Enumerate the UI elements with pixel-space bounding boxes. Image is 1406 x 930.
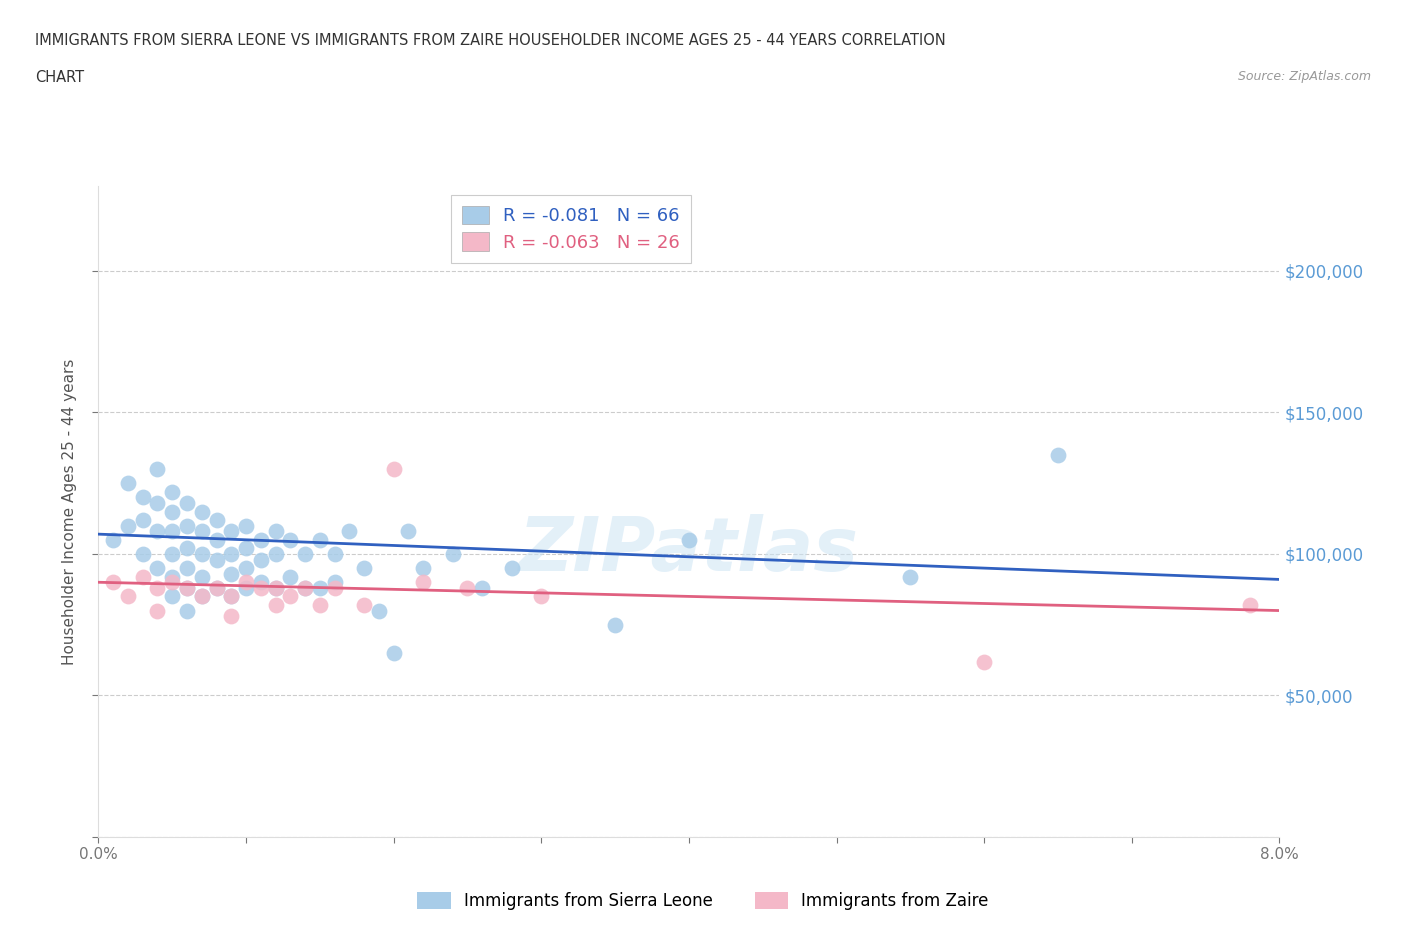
- Point: [219, 609, 242, 624]
- Point: [162, 547, 183, 562]
- Point: [146, 561, 169, 576]
- Point: [1239, 597, 1261, 612]
- Point: [191, 569, 214, 584]
- Point: [235, 580, 257, 595]
- Point: [605, 618, 627, 632]
- Point: [264, 580, 287, 595]
- Point: [162, 504, 183, 519]
- Point: [264, 597, 287, 612]
- Point: [250, 532, 273, 547]
- Point: [117, 476, 139, 491]
- Point: [103, 575, 125, 590]
- Point: [162, 524, 183, 538]
- Point: [146, 461, 169, 476]
- Legend: R = -0.081   N = 66, R = -0.063   N = 26: R = -0.081 N = 66, R = -0.063 N = 26: [451, 195, 690, 262]
- Point: [264, 547, 287, 562]
- Point: [382, 461, 405, 476]
- Text: CHART: CHART: [35, 70, 84, 85]
- Point: [412, 575, 434, 590]
- Point: [337, 524, 360, 538]
- Point: [146, 524, 169, 538]
- Point: [191, 547, 214, 562]
- Point: [382, 645, 405, 660]
- Point: [323, 575, 346, 590]
- Point: [973, 654, 995, 669]
- Point: [176, 580, 198, 595]
- Point: [353, 597, 375, 612]
- Point: [146, 580, 169, 595]
- Point: [530, 589, 553, 604]
- Point: [250, 575, 273, 590]
- Point: [176, 580, 198, 595]
- Point: [250, 580, 273, 595]
- Point: [294, 580, 316, 595]
- Point: [103, 532, 125, 547]
- Point: [323, 580, 346, 595]
- Point: [219, 547, 242, 562]
- Point: [205, 512, 228, 527]
- Point: [205, 580, 228, 595]
- Point: [501, 561, 523, 576]
- Point: [235, 561, 257, 576]
- Point: [191, 589, 214, 604]
- Point: [367, 604, 389, 618]
- Point: [396, 524, 419, 538]
- Point: [250, 552, 273, 567]
- Point: [471, 580, 494, 595]
- Text: Source: ZipAtlas.com: Source: ZipAtlas.com: [1237, 70, 1371, 83]
- Point: [176, 518, 198, 533]
- Point: [191, 504, 214, 519]
- Point: [117, 518, 139, 533]
- Point: [235, 541, 257, 556]
- Point: [162, 575, 183, 590]
- Point: [219, 524, 242, 538]
- Point: [1046, 447, 1069, 462]
- Point: [308, 580, 332, 595]
- Point: [353, 561, 375, 576]
- Point: [205, 552, 228, 567]
- Point: [678, 532, 700, 547]
- Point: [162, 569, 183, 584]
- Point: [278, 569, 302, 584]
- Point: [132, 569, 155, 584]
- Point: [308, 532, 332, 547]
- Point: [278, 589, 302, 604]
- Point: [146, 604, 169, 618]
- Point: [308, 597, 332, 612]
- Point: [235, 518, 257, 533]
- Point: [219, 589, 242, 604]
- Point: [176, 541, 198, 556]
- Point: [205, 580, 228, 595]
- Point: [176, 561, 198, 576]
- Point: [219, 589, 242, 604]
- Point: [441, 547, 464, 562]
- Point: [162, 485, 183, 499]
- Point: [323, 547, 346, 562]
- Point: [162, 589, 183, 604]
- Point: [205, 532, 228, 547]
- Point: [132, 512, 155, 527]
- Point: [264, 580, 287, 595]
- Point: [176, 604, 198, 618]
- Point: [191, 524, 214, 538]
- Point: [278, 532, 302, 547]
- Point: [456, 580, 478, 595]
- Point: [176, 496, 198, 511]
- Y-axis label: Householder Income Ages 25 - 44 years: Householder Income Ages 25 - 44 years: [62, 358, 77, 665]
- Text: IMMIGRANTS FROM SIERRA LEONE VS IMMIGRANTS FROM ZAIRE HOUSEHOLDER INCOME AGES 25: IMMIGRANTS FROM SIERRA LEONE VS IMMIGRAN…: [35, 33, 946, 47]
- Legend: Immigrants from Sierra Leone, Immigrants from Zaire: Immigrants from Sierra Leone, Immigrants…: [411, 885, 995, 917]
- Point: [294, 580, 316, 595]
- Point: [146, 496, 169, 511]
- Point: [191, 589, 214, 604]
- Point: [132, 490, 155, 505]
- Point: [235, 575, 257, 590]
- Point: [900, 569, 922, 584]
- Point: [294, 547, 316, 562]
- Point: [412, 561, 434, 576]
- Point: [264, 524, 287, 538]
- Point: [117, 589, 139, 604]
- Point: [219, 566, 242, 581]
- Point: [132, 547, 155, 562]
- Text: ZIPatlas: ZIPatlas: [519, 514, 859, 587]
